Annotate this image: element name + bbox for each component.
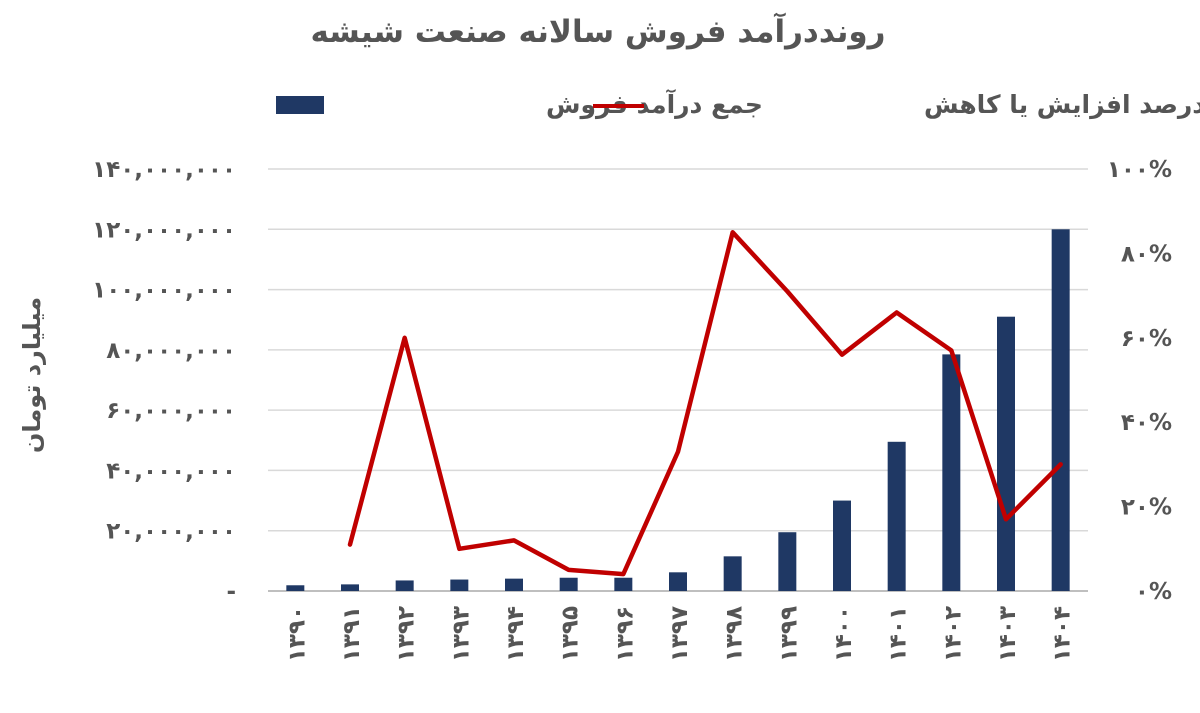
bar xyxy=(997,316,1015,591)
bar xyxy=(559,577,578,591)
legend-bar-swatch xyxy=(276,96,324,114)
x-tick-label: ۱۳۹۳ xyxy=(448,606,474,662)
bar xyxy=(505,578,523,591)
right-tick-label: ۶۰% xyxy=(1121,326,1172,352)
legend-line-label: درصد افزایش یا کاهش xyxy=(924,90,1200,120)
line-series xyxy=(347,230,1063,577)
x-tick-label: ۱۴۰۲ xyxy=(940,606,966,662)
left-tick-label: ۱۲۰,۰۰۰,۰۰۰ xyxy=(92,217,236,243)
x-tick-label: ۱۳۹۸ xyxy=(722,606,748,662)
right-tick-label: ۸۰% xyxy=(1121,241,1172,267)
bar xyxy=(395,580,414,591)
right-tick-label: ۰% xyxy=(1135,579,1172,605)
bar xyxy=(942,354,961,591)
bar xyxy=(778,532,797,591)
left-tick-label: - xyxy=(226,579,236,605)
left-tick-label: ۱۰۰,۰۰۰,۰۰۰ xyxy=(92,278,236,304)
chart-title: روندد‌رآمد فروش سالانه صنعت شیشه xyxy=(311,12,886,50)
right-axis-ticks: ۰% ۲۰% ۴۰% ۶۰% ۸۰% ۱۰۰% xyxy=(1107,157,1172,605)
bar xyxy=(614,577,633,591)
bar xyxy=(887,441,906,591)
right-tick-label: ۴۰% xyxy=(1121,410,1172,436)
bar xyxy=(286,585,305,591)
left-tick-label: ۲۰,۰۰۰,۰۰۰ xyxy=(106,519,236,545)
right-tick-label: ۲۰% xyxy=(1121,495,1172,521)
legend-bar-label: جمع درآمد فروش xyxy=(546,89,763,120)
bar xyxy=(833,500,851,591)
line-path xyxy=(347,230,1063,577)
x-tick-label: ۱۳۹۹ xyxy=(776,606,802,662)
left-tick-label: ۸۰,۰۰۰,۰۰۰ xyxy=(106,338,236,364)
left-tick-label: ۱۴۰,۰۰۰,۰۰۰ xyxy=(92,157,236,183)
x-tick-label: ۱۳۹۴ xyxy=(503,606,529,662)
left-tick-label: ۶۰,۰۰۰,۰۰۰ xyxy=(106,398,236,424)
legend: جمع درآمد فروش درصد افزایش یا کاهش xyxy=(276,89,1200,120)
left-axis-ticks: - ۲۰,۰۰۰,۰۰۰ ۴۰,۰۰۰,۰۰۰ ۶۰,۰۰۰,۰۰۰ ۸۰,۰۰۰,۰۰… xyxy=(92,157,236,605)
x-tick-label: ۱۴۰۰ xyxy=(831,606,857,662)
left-tick-label: ۴۰,۰۰۰,۰۰۰ xyxy=(106,458,236,484)
x-tick-label: ۱۴۰۴ xyxy=(1050,606,1076,662)
bar xyxy=(450,579,469,591)
x-tick-label: ۱۳۹۱ xyxy=(339,606,365,662)
right-tick-label: ۱۰۰% xyxy=(1107,157,1172,183)
x-axis-ticks: ۱۳۹۰ ۱۳۹۱ ۱۳۹۲ ۱۳۹۳ ۱۳۹۴ ۱۳۹۵ ۱۳۹۶ ۱۳۹۷ ۱۳۹۸ ۱۳۹۹… xyxy=(284,606,1075,662)
x-tick-label: ۱۳۹۷ xyxy=(667,606,693,662)
bar-series xyxy=(286,229,1070,592)
bar xyxy=(1051,229,1070,592)
grid-lines xyxy=(268,168,1088,592)
x-tick-label: ۱۴۰۳ xyxy=(995,606,1021,662)
x-tick-label: ۱۳۹۰ xyxy=(284,606,310,662)
x-tick-label: ۱۴۰۱ xyxy=(886,606,912,662)
bar xyxy=(669,572,687,591)
x-tick-label: ۱۳۹۶ xyxy=(612,606,638,662)
bar xyxy=(723,556,742,591)
x-tick-label: ۱۳۹۵ xyxy=(558,606,584,662)
bar xyxy=(341,584,359,591)
y-axis-title: میلیارد تومان xyxy=(18,297,46,453)
x-tick-label: ۱۳۹۲ xyxy=(394,606,420,662)
